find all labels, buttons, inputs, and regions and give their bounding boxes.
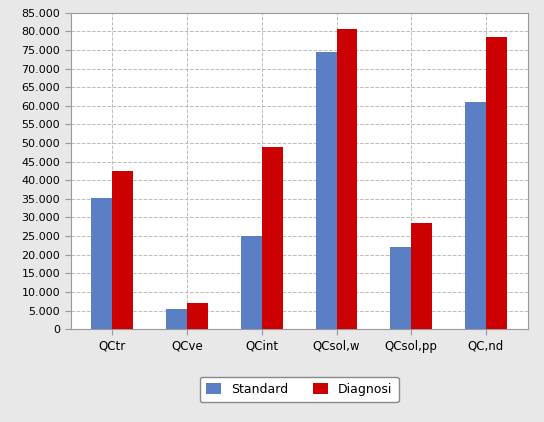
Bar: [486, 37, 507, 329]
Bar: [316, 52, 337, 329]
Bar: [166, 308, 187, 329]
Bar: [465, 102, 486, 329]
Bar: [91, 198, 113, 329]
Bar: [411, 223, 432, 329]
Bar: [241, 236, 262, 329]
Bar: [113, 171, 133, 329]
Legend: Standard, Diagnosi: Standard, Diagnosi: [200, 376, 399, 402]
Bar: [262, 147, 283, 329]
Bar: [187, 303, 208, 329]
Bar: [391, 247, 411, 329]
Bar: [337, 30, 357, 329]
